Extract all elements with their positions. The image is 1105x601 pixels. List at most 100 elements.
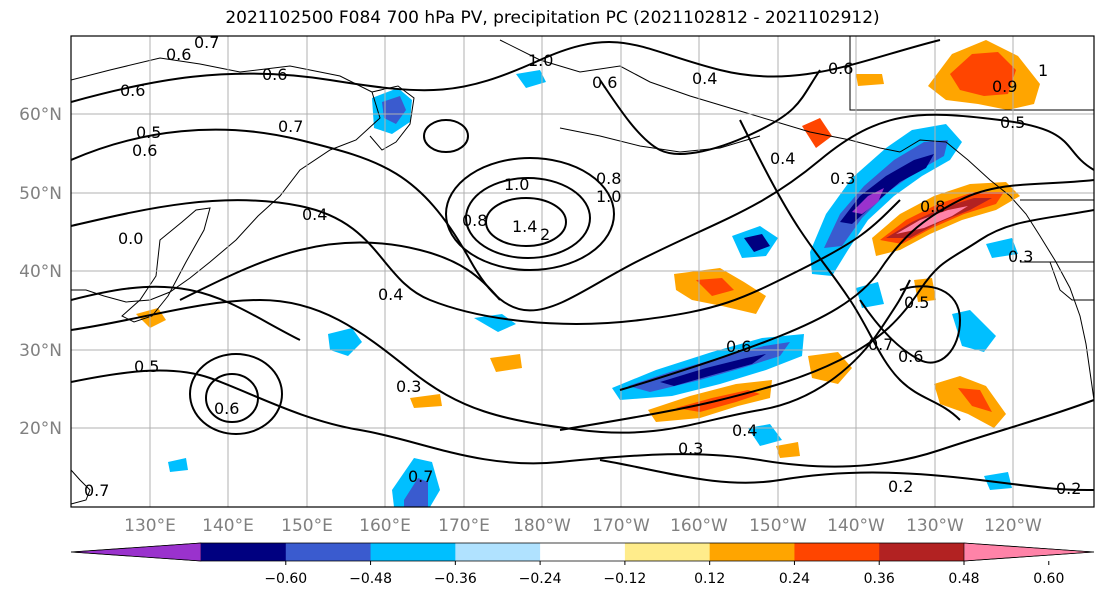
precip-neg-south-core bbox=[404, 478, 428, 507]
colorbar-frame bbox=[70, 542, 1095, 562]
lon-label: 120°W bbox=[984, 516, 1042, 536]
contour-label: 0.6 bbox=[262, 65, 287, 84]
colorbar-tick-label: −0.48 bbox=[349, 571, 392, 587]
colorbar-tick-label: 0.36 bbox=[864, 571, 895, 587]
pv-contour-2 bbox=[71, 113, 1094, 312]
colorbar-tick-label: −0.60 bbox=[264, 571, 307, 587]
contour-label: 0.6 bbox=[166, 45, 191, 64]
precip-neg-central-core bbox=[744, 234, 770, 252]
lon-label: 150°W bbox=[749, 516, 807, 536]
coast-alaska bbox=[499, 39, 901, 153]
coast-kamchatka bbox=[369, 85, 415, 151]
map-panel: 0.7 0.6 0.6 0.6 0.5 0.6 0.7 1.0 0.4 0.6 … bbox=[70, 33, 1095, 508]
contour-label: 0.6 bbox=[828, 59, 853, 78]
colorbar-segment bbox=[370, 543, 456, 561]
contour-label: 0.6 bbox=[214, 399, 239, 418]
lon-label: 160°E bbox=[359, 516, 411, 536]
colorbar-segment bbox=[540, 543, 626, 561]
pv-contour-4 bbox=[71, 279, 911, 434]
pv-contour-11 bbox=[179, 241, 501, 301]
colorbar-tick-label: 0.60 bbox=[1033, 571, 1064, 587]
precip-pos-small3 bbox=[914, 278, 936, 302]
precip-neg-gulf-purple bbox=[852, 188, 884, 214]
precip-neg-bering bbox=[516, 70, 546, 88]
pv-contour-7 bbox=[619, 179, 1094, 391]
contour-label: 0.4 bbox=[378, 285, 403, 304]
contour-label: 0.6 bbox=[898, 347, 923, 366]
contour-label: 0.5 bbox=[1000, 113, 1025, 132]
contour-label: 1.0 bbox=[528, 51, 553, 70]
pv-contour-5 bbox=[71, 369, 1094, 468]
contour-label: 1.4 bbox=[512, 217, 537, 236]
contour-label: 0.7 bbox=[408, 467, 433, 486]
lon-label: 130°E bbox=[124, 516, 176, 536]
contour-label: 2 bbox=[540, 225, 550, 244]
pv-contour-1 bbox=[71, 39, 941, 103]
precip-neg-coast3 bbox=[986, 238, 1018, 258]
pv-contour-8 bbox=[599, 459, 1094, 491]
coast-japan bbox=[121, 207, 211, 323]
precip-neg-east3 bbox=[952, 310, 996, 352]
lon-label: 130°W bbox=[906, 516, 964, 536]
coast-na-west bbox=[899, 139, 1094, 401]
pv-contour-13 bbox=[859, 285, 962, 364]
colorbar-segments bbox=[70, 542, 1095, 562]
contour-label: 0.9 bbox=[992, 77, 1017, 96]
contour-label: 1.0 bbox=[596, 187, 621, 206]
pv-contours bbox=[71, 39, 1094, 491]
coast-asia bbox=[71, 57, 381, 303]
contour-label: 1.0 bbox=[504, 175, 529, 194]
precip-pos-ne2 bbox=[856, 74, 884, 86]
pv-contour-kamchatka bbox=[423, 119, 469, 153]
colorbar-tick-label: 0.24 bbox=[779, 571, 810, 587]
contour-label: 0.3 bbox=[1008, 247, 1033, 266]
coastlines bbox=[71, 36, 1094, 505]
precip-neg-kamchatka-core bbox=[382, 96, 406, 124]
colorbar-segment bbox=[624, 543, 711, 561]
contour-label: 0.4 bbox=[732, 421, 757, 440]
contour-label: 0.7 bbox=[194, 33, 219, 52]
precip-neg-band-core bbox=[660, 354, 766, 386]
precip-pos-wpac bbox=[490, 354, 522, 372]
map-title: 2021102500 F084 700 hPa PV, precipitatio… bbox=[225, 8, 880, 28]
lon-label: 170°E bbox=[438, 516, 490, 536]
colorbar-tick-label: 0.48 bbox=[948, 571, 979, 587]
precip-neg-wpac1 bbox=[328, 328, 362, 356]
precip-pos-coast-pink bbox=[896, 206, 968, 234]
pv-contour-wpac-low2 bbox=[189, 353, 283, 435]
longitude-labels: 130°E 140°E 150°E 160°E 170°E 180°W 170°… bbox=[124, 516, 1042, 536]
contour-label: 0.5 bbox=[904, 293, 929, 312]
pv-contour-high-inner bbox=[485, 197, 567, 247]
contour-label: 0.8 bbox=[920, 197, 945, 216]
lon-label: 170°W bbox=[592, 516, 650, 536]
lon-label: 160°W bbox=[670, 516, 728, 536]
pv-contour-9 bbox=[739, 119, 961, 421]
contour-label: 0.4 bbox=[770, 149, 795, 168]
contour-label: 0.4 bbox=[692, 69, 717, 88]
contour-label: 0.7 bbox=[84, 481, 109, 500]
precip-pos-east2-core bbox=[958, 388, 992, 412]
contour-label: 0.6 bbox=[132, 141, 157, 160]
lat-label: 40°N bbox=[19, 262, 62, 282]
contour-label: 0.5 bbox=[136, 123, 161, 142]
lon-label: 140°W bbox=[827, 516, 885, 536]
latitude-labels: 60°N 50°N 40°N 30°N 20°N bbox=[19, 105, 62, 439]
colorbar-segment bbox=[285, 543, 372, 561]
precip-pos-small-se bbox=[776, 442, 800, 458]
colorbar: −0.60 −0.48 −0.36 −0.24 −0.12 0.12 0.24 0.36 0.4… bbox=[70, 542, 1095, 587]
lon-label: 150°E bbox=[281, 516, 333, 536]
precip-neg-sw bbox=[168, 458, 188, 472]
pv-contour-high-outer bbox=[445, 157, 615, 271]
colorbar-segment bbox=[879, 543, 965, 561]
precip-pos-wpac2 bbox=[410, 394, 442, 408]
colorbar-tick-label: 0.12 bbox=[694, 571, 725, 587]
colorbar-segment bbox=[201, 543, 287, 561]
lon-label: 140°E bbox=[202, 516, 254, 536]
colorbar-arrow-high bbox=[963, 542, 1095, 562]
contour-label: 0.0 bbox=[118, 229, 143, 248]
contour-label: 0.3 bbox=[396, 377, 421, 396]
colorbar-arrow-low bbox=[70, 542, 202, 562]
lat-label: 20°N bbox=[19, 419, 62, 439]
contour-label: 0.3 bbox=[678, 439, 703, 458]
